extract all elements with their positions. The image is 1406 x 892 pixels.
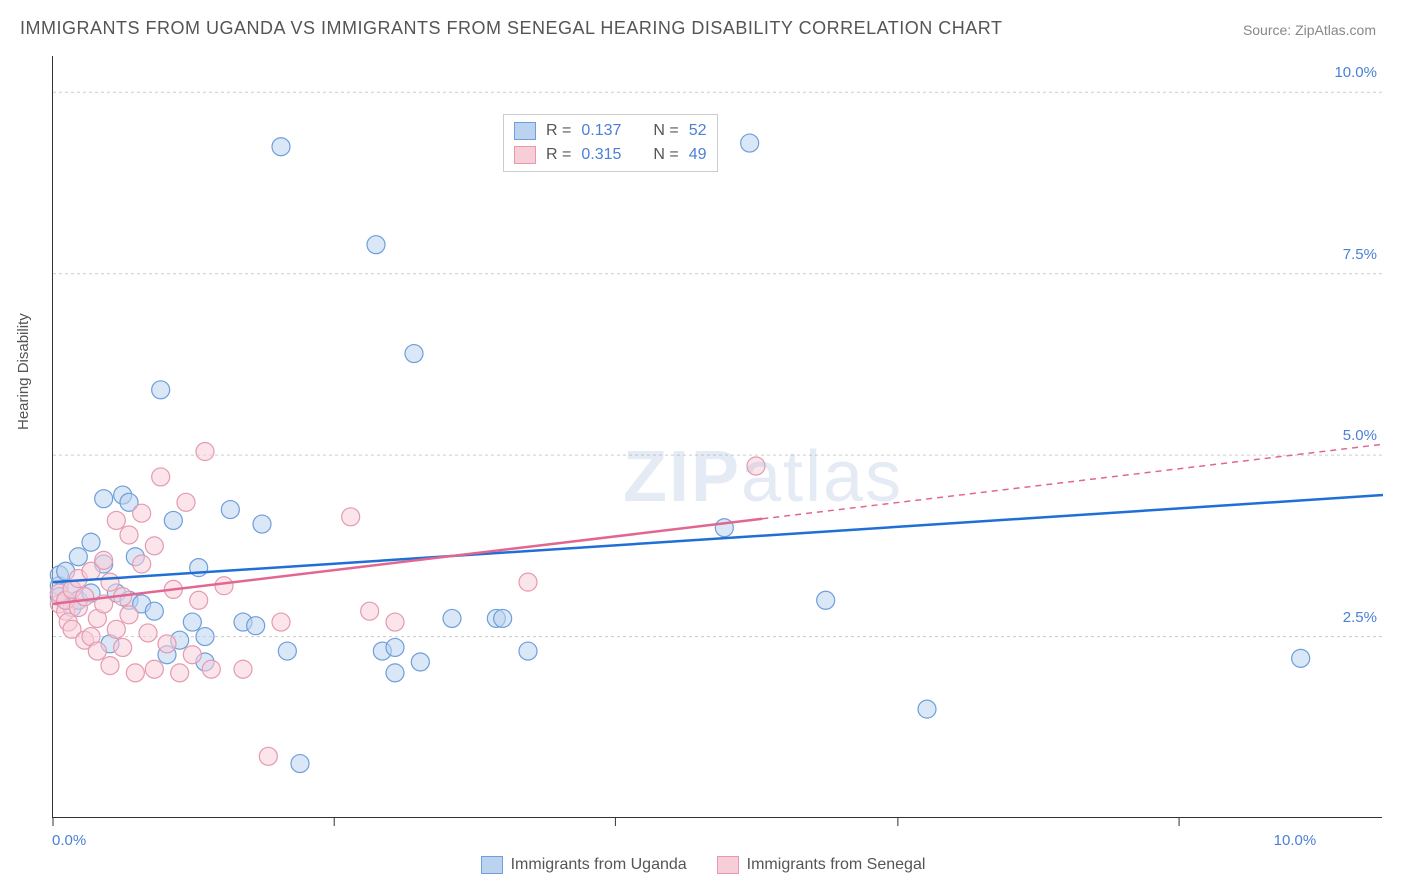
x-tick-label: 10.0% bbox=[1274, 832, 1317, 849]
y-tick-label: 5.0% bbox=[1327, 427, 1377, 444]
n-label: N = bbox=[653, 143, 678, 167]
x-tick-label: 0.0% bbox=[52, 832, 86, 849]
legend-stats-row-1: R = 0.315 N = 49 bbox=[514, 143, 707, 167]
legend-item-1: Immigrants from Senegal bbox=[717, 856, 926, 874]
r-label: R = bbox=[546, 119, 571, 143]
legend-stats: R = 0.137 N = 52 R = 0.315 N = 49 bbox=[503, 114, 718, 172]
legend-stats-row-0: R = 0.137 N = 52 bbox=[514, 119, 707, 143]
r-value-0: 0.137 bbox=[581, 119, 621, 143]
legend-swatch-bottom-1 bbox=[717, 856, 739, 874]
legend-series: Immigrants from Uganda Immigrants from S… bbox=[0, 856, 1406, 874]
n-value-0: 52 bbox=[689, 119, 707, 143]
source-label: Source: ZipAtlas.com bbox=[1243, 22, 1376, 38]
y-tick-label: 10.0% bbox=[1327, 64, 1377, 81]
r-value-1: 0.315 bbox=[581, 143, 621, 167]
legend-swatch-0 bbox=[514, 122, 536, 140]
r-label: R = bbox=[546, 143, 571, 167]
n-label: N = bbox=[653, 119, 678, 143]
y-tick-label: 7.5% bbox=[1327, 246, 1377, 263]
legend-swatch-bottom-0 bbox=[481, 856, 503, 874]
legend-swatch-1 bbox=[514, 146, 536, 164]
legend-item-0: Immigrants from Uganda bbox=[481, 856, 687, 874]
y-axis-title: Hearing Disability bbox=[15, 313, 32, 430]
y-tick-label: 2.5% bbox=[1327, 609, 1377, 626]
n-value-1: 49 bbox=[689, 143, 707, 167]
legend-label-0: Immigrants from Uganda bbox=[511, 856, 687, 873]
chart-title: IMMIGRANTS FROM UGANDA VS IMMIGRANTS FRO… bbox=[20, 18, 1002, 39]
legend-label-1: Immigrants from Senegal bbox=[747, 856, 926, 873]
scatter-plot: ZIPatlas R = 0.137 N = 52 R = 0.315 N = … bbox=[52, 56, 1382, 818]
